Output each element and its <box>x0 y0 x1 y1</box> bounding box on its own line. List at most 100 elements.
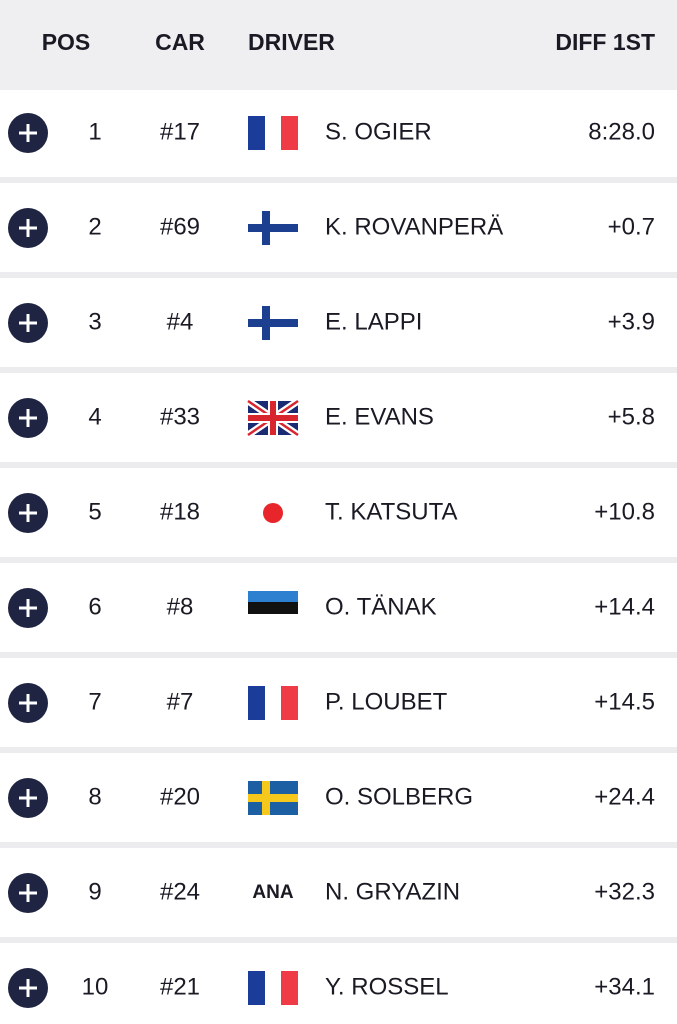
driver-name: S. OGIER <box>325 118 432 145</box>
flag <box>246 398 300 438</box>
flag-part <box>248 614 298 625</box>
diff-first: +24.4 <box>594 783 655 810</box>
flag <box>248 211 298 245</box>
expand-button[interactable] <box>8 588 48 628</box>
position: 6 <box>88 593 101 620</box>
row-separator <box>0 557 677 563</box>
expand-button[interactable] <box>8 303 48 343</box>
header-pos: POS <box>42 29 91 55</box>
car-number: #7 <box>167 688 194 715</box>
expand-button[interactable] <box>8 968 48 1008</box>
flag-part <box>262 781 270 815</box>
driver-name: P. LOUBET <box>325 688 448 715</box>
flag-part <box>281 686 298 720</box>
flag-part <box>248 602 298 614</box>
expand-button[interactable] <box>8 493 48 533</box>
expand-button[interactable] <box>8 113 48 153</box>
position: 4 <box>88 403 101 430</box>
diff-first: +3.9 <box>608 308 655 335</box>
plus-icon[interactable] <box>19 979 37 997</box>
driver-name: N. GRYAZIN <box>325 878 460 905</box>
plus-icon[interactable] <box>19 504 37 522</box>
plus-icon[interactable] <box>19 219 37 237</box>
position: 8 <box>88 783 101 810</box>
diff-first: +14.4 <box>594 593 655 620</box>
driver-name: E. LAPPI <box>325 308 422 335</box>
row-separator <box>0 367 677 373</box>
flag <box>248 496 298 530</box>
position: 10 <box>82 973 109 1000</box>
flag-part <box>262 211 270 245</box>
header-car: CAR <box>155 29 205 55</box>
plus-icon[interactable] <box>19 599 37 617</box>
row-separator <box>0 842 677 848</box>
flag-part <box>248 794 298 802</box>
flag-part <box>270 401 276 435</box>
row-separator <box>0 462 677 468</box>
car-number: #17 <box>160 118 200 145</box>
row-separator <box>0 652 677 658</box>
flag <box>248 686 298 720</box>
car-number: #4 <box>167 308 194 335</box>
flag-part <box>248 224 298 232</box>
driver-name: O. SOLBERG <box>325 783 473 810</box>
driver-name: K. ROVANPERÄ <box>325 213 503 240</box>
driver-name: T. KATSUTA <box>325 498 457 525</box>
flag-part <box>281 971 298 1005</box>
expand-button[interactable] <box>8 683 48 723</box>
car-number: #8 <box>167 593 194 620</box>
diff-first: +5.8 <box>608 403 655 430</box>
flag-part <box>265 116 281 150</box>
flag-part <box>248 319 298 327</box>
flag-part <box>248 971 265 1005</box>
position: 9 <box>88 878 101 905</box>
plus-icon[interactable] <box>19 884 37 902</box>
flag-part <box>281 116 298 150</box>
diff-first: +10.8 <box>594 498 655 525</box>
diff-first: +0.7 <box>608 213 655 240</box>
position: 5 <box>88 498 101 525</box>
expand-button[interactable] <box>8 398 48 438</box>
plus-icon[interactable] <box>19 694 37 712</box>
expand-button[interactable] <box>8 873 48 913</box>
row-separator <box>0 747 677 753</box>
flag-part <box>265 971 281 1005</box>
car-number: #21 <box>160 973 200 1000</box>
flag <box>248 971 298 1005</box>
position: 2 <box>88 213 101 240</box>
flag-part <box>248 686 265 720</box>
driver-name: E. EVANS <box>325 403 434 430</box>
row-separator <box>0 177 677 183</box>
diff-first: +14.5 <box>594 688 655 715</box>
flag-part <box>262 306 270 340</box>
plus-icon[interactable] <box>19 789 37 807</box>
flag-part <box>248 591 298 602</box>
car-number: #24 <box>160 878 200 905</box>
plus-icon[interactable] <box>19 409 37 427</box>
driver-name: Y. ROSSEL <box>325 973 449 1000</box>
position: 7 <box>88 688 101 715</box>
row-separator <box>0 272 677 278</box>
car-number: #20 <box>160 783 200 810</box>
car-number: #33 <box>160 403 200 430</box>
flag-part <box>265 686 281 720</box>
flag <box>248 116 298 150</box>
position: 1 <box>88 118 101 145</box>
flag-part <box>248 116 265 150</box>
flag <box>248 591 298 625</box>
position: 3 <box>88 308 101 335</box>
diff-first: 8:28.0 <box>588 118 655 145</box>
diff-first: +32.3 <box>594 878 655 905</box>
header-diff: DIFF 1ST <box>555 29 655 55</box>
header-bg <box>0 0 677 90</box>
expand-button[interactable] <box>8 778 48 818</box>
header-driver: DRIVER <box>248 29 335 55</box>
plus-icon[interactable] <box>19 314 37 332</box>
flag-text: ANA <box>252 882 293 903</box>
flag <box>248 781 298 815</box>
expand-button[interactable] <box>8 208 48 248</box>
car-number: #18 <box>160 498 200 525</box>
plus-icon[interactable] <box>19 124 37 142</box>
car-number: #69 <box>160 213 200 240</box>
